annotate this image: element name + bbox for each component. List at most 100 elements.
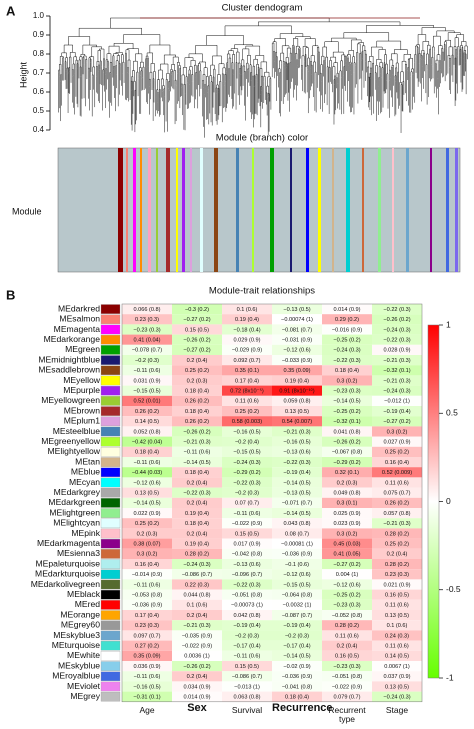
cell-label: −0.0032 (1) <box>283 603 312 609</box>
cell-label: 0.017 (0.9) <box>233 541 260 547</box>
cell-label: 0.17 (0.4) <box>235 378 259 384</box>
heat-cell <box>272 487 322 498</box>
cell-label: 0.057 (0.8) <box>383 511 410 517</box>
y-tick-label: 0.5 <box>33 106 45 115</box>
cell-label: 0.15 (0.5) <box>235 531 259 537</box>
cell-label: 0.72 (8x10⁻⁵) <box>230 387 264 394</box>
cell-label: 0.38 (0.07) <box>133 541 160 547</box>
cell-label: −0.14 (0.5) <box>333 399 360 405</box>
row-label: MEdarkolivegreen <box>31 579 100 589</box>
heat-cell <box>272 508 322 519</box>
heat-cell <box>172 528 222 539</box>
cell-label: 0.11 (0.6) <box>335 633 359 639</box>
cell-label: 0.097 (0.7) <box>133 633 160 639</box>
cell-label: −0.23 (0.3) <box>133 327 160 333</box>
cell-label: 0.52 (0.01) <box>133 399 160 405</box>
module-swatch <box>100 538 121 549</box>
cell-label: 0.2 (0.4) <box>337 643 358 649</box>
heat-cell <box>172 344 222 355</box>
heat-cell <box>122 487 172 498</box>
cell-label: 0.29 (0.2) <box>335 317 359 323</box>
cell-label: −0.096 (0.7) <box>232 572 262 578</box>
heat-cell <box>222 671 272 682</box>
cell-label: −0.21 (0.3) <box>283 429 310 435</box>
heat-cell <box>122 671 172 682</box>
cell-label: −0.014 (0.9) <box>132 572 162 578</box>
heat-cell <box>322 446 372 457</box>
x-tick-label: Survival <box>231 705 263 715</box>
cell-label: 0.043 (0.8) <box>283 521 310 527</box>
y-tick-label: 1.0 <box>33 11 45 20</box>
heat-cell <box>372 395 422 406</box>
row-label: MEorange <box>60 609 100 619</box>
cell-label: 0.066 (0.8) <box>133 307 160 313</box>
cell-label: −0.27 (0.2) <box>183 348 210 354</box>
x-tick-label: Age <box>139 705 155 715</box>
cell-label: 0.041 (0.8) <box>333 429 360 435</box>
heat-cell <box>122 620 172 631</box>
heat-cell <box>272 681 322 692</box>
heat-cell <box>122 446 172 457</box>
cell-label: −0.24 (0.3) <box>383 694 410 700</box>
cell-label: 0.031 (0.9) <box>133 378 160 384</box>
cell-label: −0.11 (0.6) <box>234 511 261 517</box>
colorbar-tick-label: -1 <box>446 672 454 682</box>
heat-cell <box>322 518 372 529</box>
heat-cell <box>172 620 222 631</box>
y-tick-label: 0.6 <box>33 87 45 96</box>
heat-cell <box>272 446 322 457</box>
cell-label: 0.025 (0.9) <box>333 511 360 517</box>
heat-cell <box>122 385 172 396</box>
heat-cell <box>122 630 172 641</box>
heat-cell <box>122 569 172 580</box>
cell-label: −0.11 (0.6) <box>134 368 161 374</box>
heat-cell <box>322 385 372 396</box>
cell-label: 0.063 (0.8) <box>233 694 260 700</box>
heat-cell <box>372 314 422 325</box>
cell-label: −0.21 (0.3) <box>383 358 410 364</box>
cell-label: 0.13 (0.5) <box>285 409 309 415</box>
row-label: MEdarkgreen <box>48 497 100 507</box>
cell-label: −0.27 (0.2) <box>333 562 360 568</box>
cell-label: 0.11 (0.6) <box>235 399 259 405</box>
heat-cell <box>172 385 222 396</box>
heat-cell <box>322 548 372 559</box>
cell-label: 0.059 (0.8) <box>283 399 310 405</box>
heat-cell <box>172 497 222 508</box>
cell-label: 0.13 (0.5) <box>135 490 159 496</box>
heat-cell <box>172 661 222 672</box>
cell-label: 0.021 (0.9) <box>383 582 410 588</box>
heat-cell <box>172 324 222 335</box>
heat-cell <box>322 487 372 498</box>
cell-label: −0.087 (0.7) <box>282 613 312 619</box>
heat-cell <box>122 640 172 651</box>
heat-cell <box>122 314 172 325</box>
heat-cell <box>222 314 272 325</box>
heat-cell <box>372 508 422 519</box>
heat-cell <box>172 426 222 437</box>
cell-label: −0.042 (0.8) <box>232 552 262 558</box>
cell-label: 0.18 (0.4) <box>285 694 309 700</box>
x-tick-label: Recurrence <box>272 702 333 714</box>
module-color <box>290 148 292 272</box>
cell-label: −0.041 (0.8) <box>282 684 312 690</box>
cell-label: 0.13 (0.5) <box>385 613 409 619</box>
module-color <box>455 148 458 272</box>
module-swatch <box>100 467 121 478</box>
cell-label: 0.25 (0.2) <box>235 409 259 415</box>
heat-cell <box>172 406 222 417</box>
cell-label: 0.11 (0.6) <box>385 643 409 649</box>
module-color <box>378 148 381 272</box>
cell-label: −0.022 (0.9) <box>232 521 262 527</box>
cell-label: 0.11 (0.6) <box>385 603 409 609</box>
module-color <box>362 148 364 272</box>
heat-cell <box>272 334 322 345</box>
heat-cell <box>322 304 372 315</box>
heat-cell <box>172 650 222 661</box>
cell-label: 0.049 (0.8) <box>333 490 360 496</box>
cell-label: −0.013 (1) <box>234 684 260 690</box>
cell-label: 0.25 (0.2) <box>135 521 159 527</box>
heat-cell <box>122 436 172 447</box>
cell-label: 0.26 (0.2) <box>185 399 209 405</box>
